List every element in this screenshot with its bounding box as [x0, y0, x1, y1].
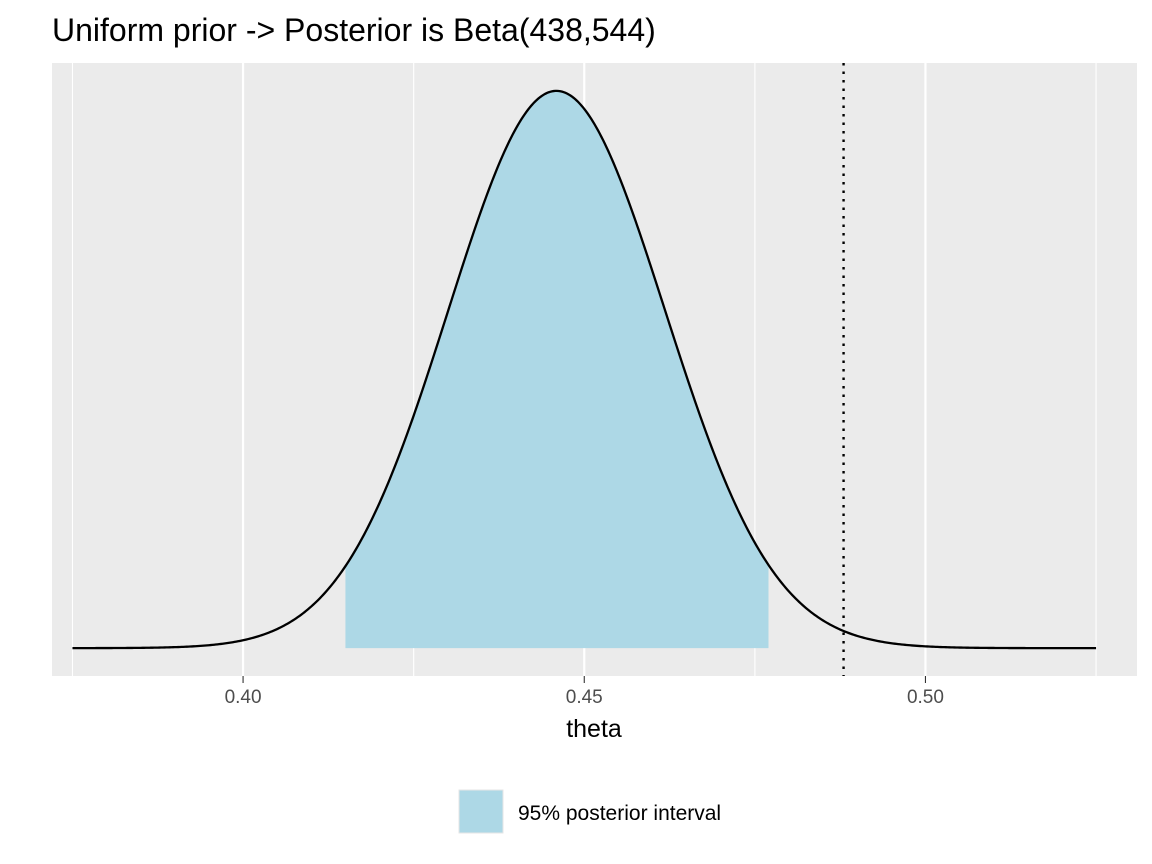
posterior-interval-area	[345, 90, 769, 649]
legend-key-interval	[458, 789, 504, 834]
legend: 95% posterior interval	[458, 789, 721, 834]
x-axis-title: theta	[566, 715, 622, 743]
posterior-density-curve	[72, 89, 1097, 650]
x-tick-label: 0.40	[225, 687, 262, 708]
x-axis-ticks	[242, 676, 927, 683]
x-tick-label: 0.50	[907, 687, 944, 708]
x-tick-label: 0.45	[566, 687, 603, 708]
x-axis-tick-labels: 0.40 0.45 0.50	[225, 687, 944, 708]
legend-label-interval: 95% posterior interval	[518, 802, 721, 825]
chart-title: Uniform prior -> Posterior is Beta(438,5…	[52, 12, 656, 48]
